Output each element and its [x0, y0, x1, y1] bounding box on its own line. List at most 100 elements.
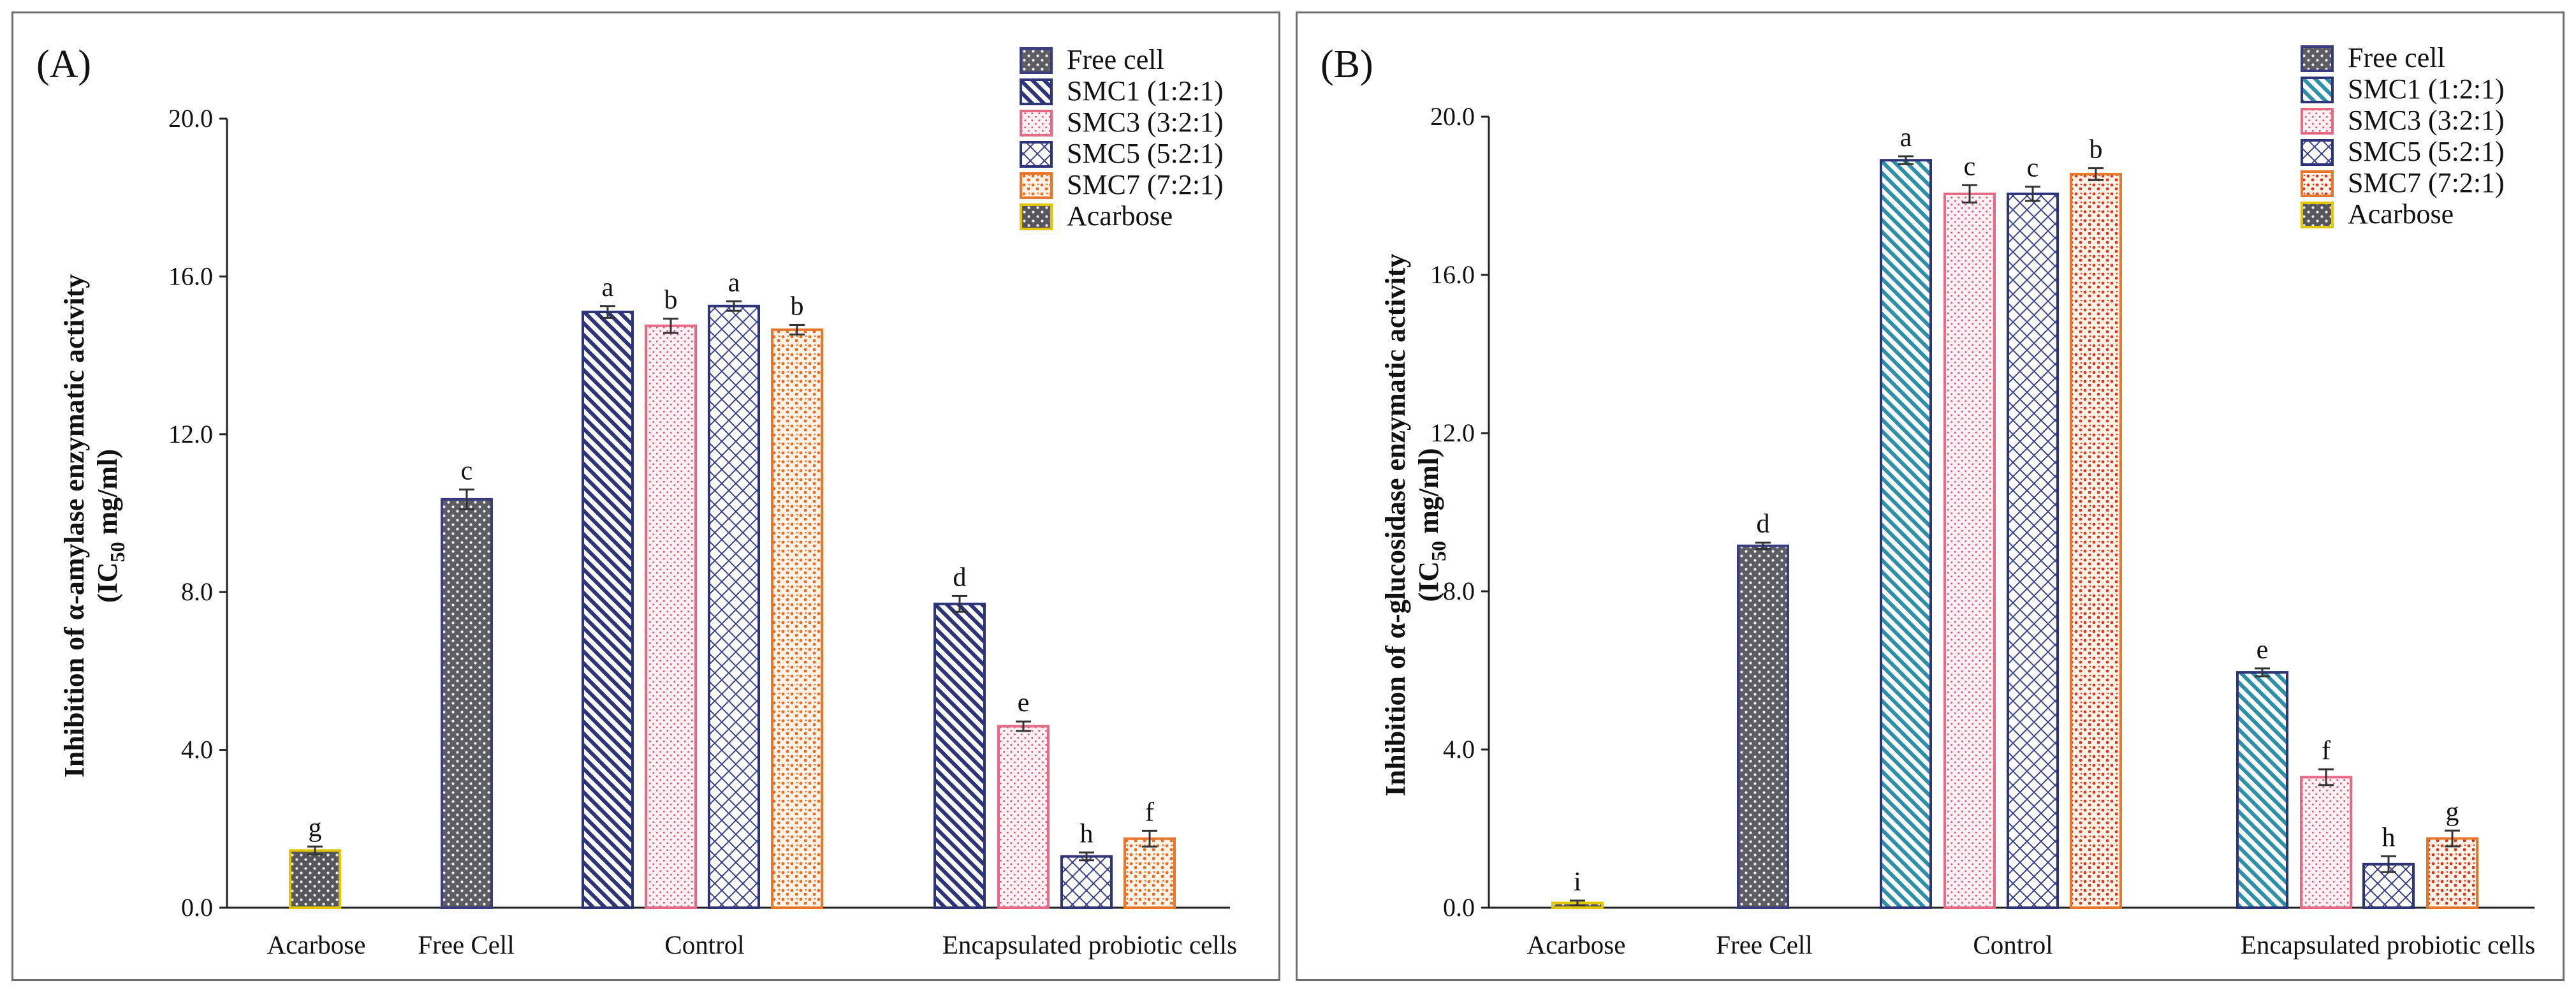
- significance-label: f: [1145, 797, 1154, 827]
- y-axis-title-line1: Inhibition of α-amylase enzymatic activi…: [59, 274, 90, 778]
- x-category-label: Free Cell: [1716, 930, 1812, 959]
- legend-label-smc5: SMC5 (5:2:1): [1067, 138, 1224, 169]
- legend-swatch-smc1: [2301, 77, 2334, 103]
- panel-label: (A): [36, 43, 91, 86]
- y-tick-label: 16.0: [1430, 260, 1475, 289]
- x-category-label: Encapsulated probiotic cells: [2241, 930, 2535, 959]
- legend-swatch-smc3: [1020, 110, 1053, 137]
- x-category-label: Free Cell: [418, 930, 514, 959]
- bar-smc1: [933, 602, 986, 909]
- y-tick-label: 4.0: [181, 735, 213, 764]
- bar-smc5: [708, 304, 760, 910]
- error-bar: [2318, 768, 2334, 787]
- legend-label-free_cell: Free cell: [2348, 42, 2445, 73]
- legend-label-acarbose: Acarbose: [2348, 198, 2454, 230]
- y-tick-label: 20.0: [168, 104, 213, 133]
- significance-label: g: [309, 813, 322, 843]
- error-bar: [2088, 167, 2104, 181]
- legend-swatch-smc7: [2301, 170, 2334, 197]
- y-tick-label: 16.0: [168, 262, 213, 290]
- panel-label: (B): [1321, 43, 1373, 86]
- y-axis-title-line2: (IC50 mg/ml): [92, 449, 129, 603]
- bar-free_cell: [1737, 544, 1789, 909]
- y-axis-title-line2: (IC50 mg/ml): [1413, 448, 1450, 602]
- legend-swatch-smc1: [1020, 78, 1053, 105]
- chart-panel-a: (A) Inhibition of α-amylase enzymatic act…: [11, 11, 1280, 981]
- error-bar: [2381, 855, 2396, 873]
- significance-label: a: [602, 273, 614, 302]
- error-bar: [459, 488, 474, 510]
- bar-smc3: [997, 725, 1050, 909]
- significance-label: f: [2322, 736, 2331, 765]
- error-bar: [1962, 184, 1977, 204]
- legend-label-smc5: SMC5 (5:2:1): [2348, 136, 2505, 167]
- x-category-label: Control: [1973, 930, 2053, 959]
- legend-label-acarbose: Acarbose: [1067, 200, 1173, 232]
- bar-smc5: [2007, 192, 2059, 909]
- legend-label-free_cell: Free cell: [1067, 44, 1164, 75]
- legend-label-smc1: SMC1 (1:2:1): [1067, 75, 1224, 107]
- y-tick-label: 8.0: [1443, 577, 1475, 605]
- legend-swatch-acarbose: [2301, 202, 2334, 228]
- error-bar: [789, 323, 805, 336]
- x-category-label: Encapsulated probiotic cells: [942, 930, 1237, 959]
- chart-a-svg: (A) Inhibition of α-amylase enzymatic act…: [36, 43, 1237, 959]
- legend-label-smc1: SMC1 (1:2:1): [2348, 73, 2505, 105]
- error-bar: [2255, 667, 2270, 677]
- significance-label: a: [728, 268, 740, 297]
- significance-label: i: [1574, 868, 1581, 897]
- significance-label: d: [953, 563, 967, 592]
- bar-smc3: [2300, 776, 2352, 910]
- bar-smc3: [1943, 192, 1996, 909]
- significance-label: a: [1900, 123, 1912, 152]
- legend-swatch-acarbose: [1020, 203, 1053, 230]
- significance-label: b: [791, 292, 804, 321]
- x-category-label: Control: [664, 930, 744, 959]
- legend-swatch-free_cell: [1020, 47, 1053, 74]
- y-tick-label: 8.0: [181, 577, 213, 606]
- significance-label: b: [664, 286, 678, 315]
- significance-label: d: [1757, 510, 1770, 539]
- bar-smc7: [1123, 837, 1176, 909]
- y-tick-label: 12.0: [1430, 418, 1475, 447]
- bar-smc7: [2070, 172, 2122, 909]
- bar-smc1: [1880, 159, 1932, 910]
- legend-label-smc7: SMC7 (7:2:1): [2348, 167, 2505, 198]
- error-bar: [1570, 899, 1585, 906]
- y-tick-label: 0.0: [1443, 893, 1475, 922]
- error-bar: [2445, 829, 2460, 848]
- error-bar: [1755, 542, 1771, 550]
- x-category-label: Acarbose: [1527, 930, 1626, 959]
- significance-label: e: [2257, 635, 2269, 665]
- significance-label: g: [2446, 797, 2459, 827]
- error-bar: [2025, 186, 2040, 202]
- bar-smc1: [2236, 671, 2288, 909]
- bar-smc7: [2426, 837, 2478, 909]
- error-bar: [726, 300, 742, 312]
- legend-swatch-smc3: [2301, 108, 2334, 135]
- bar-smc7: [771, 328, 823, 909]
- error-bar: [952, 595, 967, 613]
- error-bar: [307, 845, 323, 855]
- significance-label: b: [2089, 135, 2103, 165]
- legend-swatch-free_cell: [2301, 45, 2334, 72]
- error-bar: [663, 318, 678, 334]
- y-axis-title-line1: Inhibition of α-glucosidase enzymatic ac…: [1380, 254, 1411, 797]
- significance-label: h: [1080, 819, 1094, 848]
- y-tick-label: 4.0: [1443, 735, 1475, 764]
- bar-smc3: [645, 324, 697, 909]
- y-tick-label: 0.0: [181, 893, 213, 922]
- significance-label: c: [461, 456, 473, 485]
- bar-acarbose: [289, 849, 341, 910]
- legend-label-smc7: SMC7 (7:2:1): [1067, 169, 1224, 200]
- significance-label: e: [1018, 688, 1030, 718]
- chart-b-svg: (B) Inhibition of α-glucosidase enzymatic…: [1321, 42, 2535, 959]
- legend-label-smc3: SMC3 (3:2:1): [2348, 105, 2505, 136]
- legend-swatch-smc5: [1020, 141, 1053, 168]
- error-bar: [1142, 829, 1157, 848]
- x-category-label: Acarbose: [267, 930, 366, 959]
- bar-smc1: [582, 311, 634, 909]
- y-tick-label: 20.0: [1430, 102, 1475, 131]
- legend-swatch-smc5: [2301, 139, 2334, 166]
- chart-panel-b: (B) Inhibition of α-glucosidase enzymatic…: [1296, 11, 2565, 981]
